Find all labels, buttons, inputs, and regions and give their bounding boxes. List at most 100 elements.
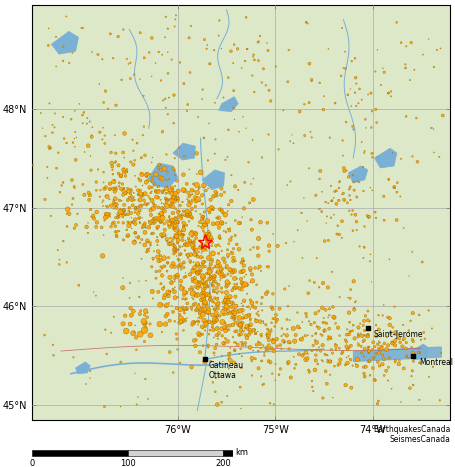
Point xyxy=(237,339,244,346)
Point xyxy=(75,282,82,289)
Point xyxy=(197,211,204,218)
Point xyxy=(321,327,329,334)
Point xyxy=(51,110,59,117)
Point xyxy=(240,314,248,322)
Point xyxy=(101,185,108,192)
Point xyxy=(126,279,134,287)
Point xyxy=(173,233,180,241)
Point xyxy=(209,298,217,305)
Point xyxy=(258,357,265,365)
Point xyxy=(225,126,232,134)
Point xyxy=(258,357,265,365)
Point xyxy=(277,341,284,349)
Point xyxy=(187,257,194,265)
Point xyxy=(400,224,407,232)
Point xyxy=(436,396,444,404)
Point xyxy=(200,182,207,189)
Point xyxy=(215,32,222,39)
Point xyxy=(179,231,187,238)
Point xyxy=(148,34,156,42)
Point xyxy=(121,207,128,214)
Point xyxy=(102,184,110,191)
Point xyxy=(410,338,417,345)
Point xyxy=(69,195,76,202)
Point xyxy=(160,231,167,238)
Point xyxy=(167,195,174,203)
Point xyxy=(410,358,417,365)
Point xyxy=(199,289,207,296)
Point xyxy=(134,393,142,401)
Point xyxy=(233,280,240,288)
Point xyxy=(175,226,182,234)
Point xyxy=(160,97,167,104)
Point xyxy=(120,26,127,33)
Point xyxy=(143,314,151,321)
Point xyxy=(303,313,310,320)
Point xyxy=(113,204,120,212)
Point xyxy=(143,248,150,255)
Point xyxy=(71,135,78,142)
Point xyxy=(188,363,195,371)
Point xyxy=(189,275,196,283)
Point xyxy=(307,321,314,328)
Point xyxy=(409,248,416,255)
Point xyxy=(134,191,142,198)
Point xyxy=(209,303,216,310)
Point xyxy=(369,187,376,194)
Point xyxy=(197,219,204,226)
Point xyxy=(127,158,134,166)
Point xyxy=(227,344,234,352)
Point xyxy=(329,349,336,357)
Point xyxy=(227,349,234,357)
Point xyxy=(214,300,222,307)
Point xyxy=(239,338,246,346)
Point xyxy=(161,220,168,227)
Point xyxy=(385,363,392,371)
Point xyxy=(115,33,122,40)
Point xyxy=(355,341,362,349)
Point xyxy=(347,356,354,363)
Point xyxy=(229,250,236,257)
Point xyxy=(130,194,137,201)
Point xyxy=(99,202,106,210)
Point xyxy=(202,293,209,300)
Point xyxy=(103,212,111,219)
Point xyxy=(207,272,214,280)
Point xyxy=(192,234,200,242)
Point xyxy=(255,347,262,355)
Point xyxy=(167,288,174,295)
Point xyxy=(402,345,410,352)
Point xyxy=(213,325,221,333)
Point xyxy=(110,199,117,206)
Point xyxy=(200,286,207,293)
Point xyxy=(138,214,146,221)
Point xyxy=(170,241,177,248)
Point xyxy=(430,363,437,370)
Point xyxy=(346,192,353,199)
Point xyxy=(155,217,162,225)
Point xyxy=(121,312,129,319)
Point xyxy=(175,246,182,253)
Point xyxy=(217,191,225,198)
Point xyxy=(90,288,97,296)
Point xyxy=(144,200,152,207)
Point xyxy=(122,190,130,198)
Point xyxy=(201,243,208,251)
Point xyxy=(192,318,199,326)
Point xyxy=(310,388,317,395)
Point xyxy=(212,99,219,106)
Point xyxy=(238,330,245,338)
Point xyxy=(391,183,398,191)
Point xyxy=(130,217,137,224)
Point xyxy=(200,227,207,235)
Point xyxy=(99,56,106,63)
Point xyxy=(119,284,126,291)
Point xyxy=(389,340,396,347)
Point xyxy=(134,186,142,194)
Point xyxy=(211,277,218,285)
Point xyxy=(258,79,265,86)
Point xyxy=(131,369,139,377)
Point xyxy=(320,106,327,113)
Point xyxy=(135,210,142,217)
Point xyxy=(172,246,180,253)
